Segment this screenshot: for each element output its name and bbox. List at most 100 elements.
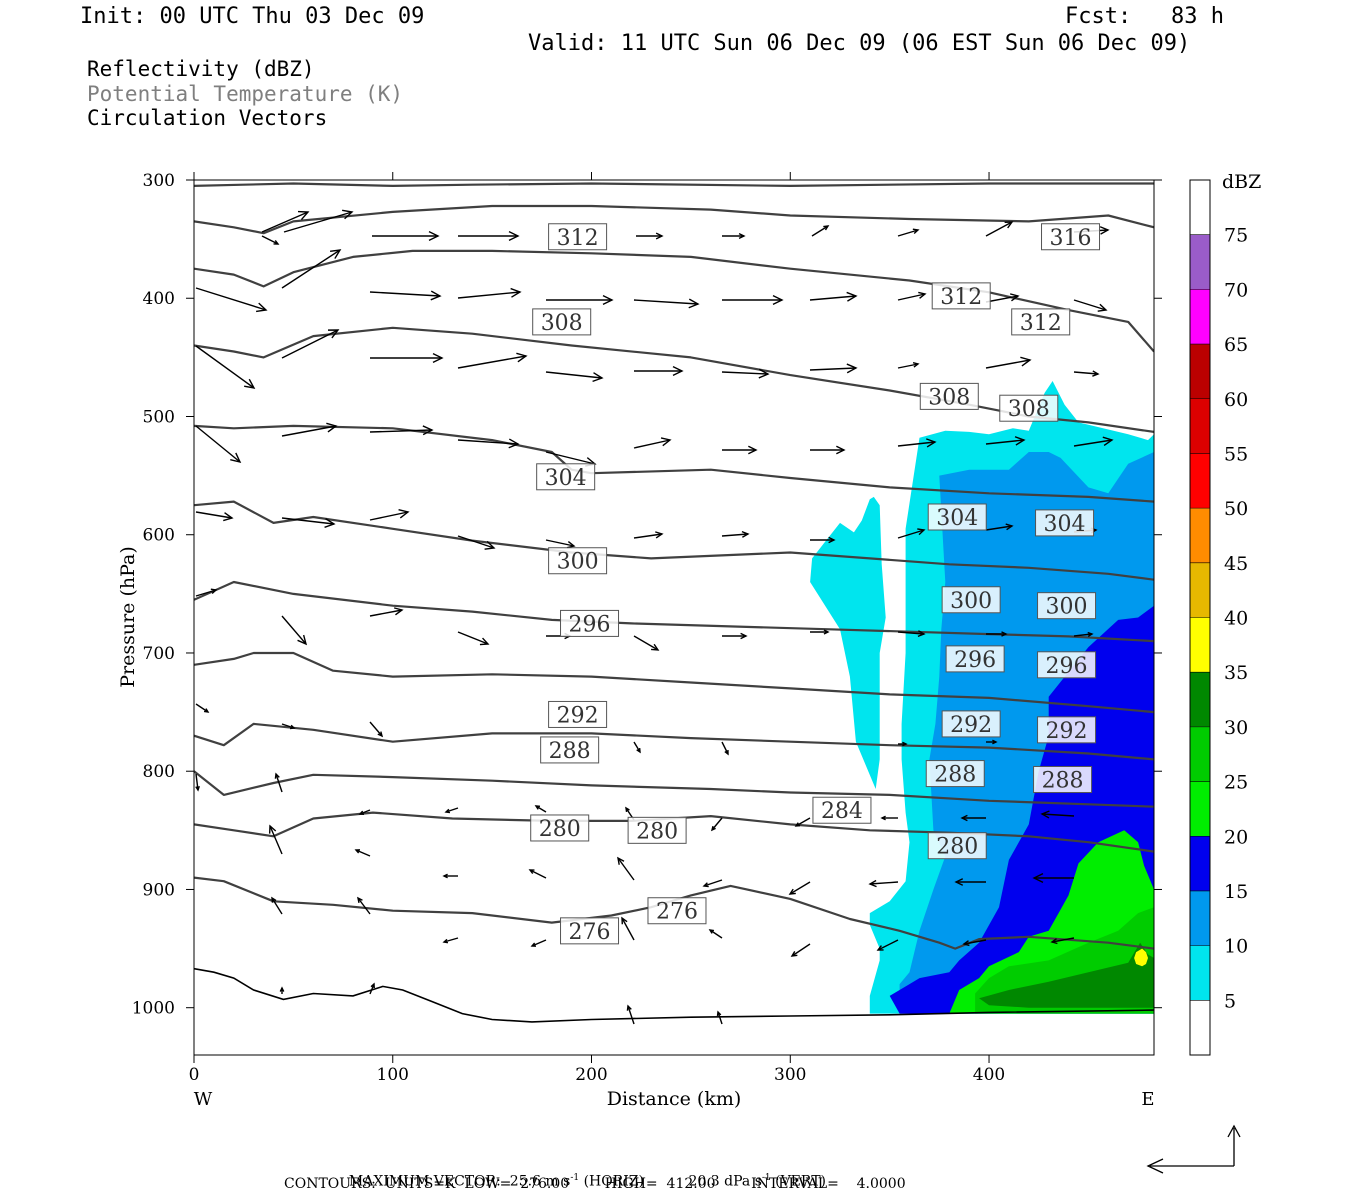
contour-label-box: [536, 463, 596, 491]
dbz-5-region: [810, 496, 886, 789]
circulation-vector: [195, 589, 217, 597]
colorbar-swatch: [1190, 617, 1210, 673]
contour-label-296: 296: [954, 648, 996, 673]
vector-arrowhead: [1014, 436, 1026, 446]
vector-arrowhead: [484, 540, 496, 550]
circulation-vector: [809, 295, 857, 301]
contour-label-288: 288: [1042, 768, 1084, 793]
vector-arrowhead: [1009, 293, 1020, 302]
contour-label-box: [941, 710, 1001, 738]
colorbar-swatch: [1190, 562, 1210, 618]
vector-arrowhead: [1040, 810, 1050, 819]
vector-arrowhead: [1087, 631, 1094, 638]
circulation-vector: [811, 225, 829, 237]
horiz-label: (HORIZ): [583, 1173, 644, 1190]
circulation-vector: [789, 881, 811, 895]
circulation-vector: [897, 441, 936, 447]
vector-arrowhead: [626, 1004, 632, 1011]
vector-arrowhead: [917, 528, 926, 536]
y-tick-label: 300: [143, 171, 175, 191]
y-tick-label: 600: [143, 526, 175, 546]
contour-label-box: [941, 586, 1001, 614]
vector-arrowhead: [617, 856, 625, 865]
vector-arrowhead: [324, 518, 336, 528]
y-tick-label: 500: [143, 407, 175, 427]
vector-arrowhead: [655, 531, 664, 539]
contour-label-296: 296: [1046, 654, 1088, 679]
colorbar-swatch: [1190, 344, 1210, 399]
circulation-vector: [195, 287, 267, 311]
circulation-vector: [369, 983, 375, 995]
vector-arrowhead: [962, 940, 970, 947]
contour-label-box: [925, 760, 985, 788]
vector-arrowhead: [479, 637, 490, 646]
circulation-vectors: [195, 209, 1114, 1025]
contour-label-312: 312: [557, 226, 599, 251]
circulation-vector: [1051, 937, 1075, 943]
vector-arrowhead: [273, 240, 280, 245]
vector-arrowhead: [836, 445, 846, 455]
contour-label-box: [999, 394, 1059, 422]
vector-arrowhead: [1099, 226, 1110, 235]
circulation-vector: [1073, 371, 1099, 375]
vector-arrowhead: [823, 629, 830, 635]
colorbar-swatch: [1190, 890, 1210, 946]
circulation-vector: [869, 881, 899, 885]
circulation-vector: [877, 939, 899, 951]
vector-arrowhead: [917, 630, 926, 638]
vector-arrowhead: [268, 824, 277, 834]
vector-arrowhead: [289, 724, 296, 730]
vector-arrowhead: [297, 634, 308, 646]
circulation-vector: [1073, 439, 1113, 447]
contour-label-280: 280: [936, 835, 978, 860]
colorbar-swatch: [1190, 234, 1210, 290]
circulation-vector: [633, 439, 671, 449]
contour-label-box: [532, 308, 592, 336]
contour-label-292: 292: [557, 703, 599, 728]
contour-label-box: [1037, 716, 1097, 744]
circulation-vector: [369, 291, 441, 297]
colorbar-label: 40: [1224, 608, 1248, 630]
contour-label-box: [1033, 765, 1093, 793]
circulation-vector: [717, 1011, 723, 1025]
vector-arrowhead: [625, 806, 630, 813]
x-tick-label: 100: [377, 1065, 409, 1085]
vector-arrowhead: [710, 825, 716, 832]
vector-arrowhead: [1097, 303, 1108, 312]
circulation-vector: [809, 367, 857, 371]
vector-arrowhead: [354, 849, 361, 854]
theta-contour-312: [194, 249, 1154, 353]
colorbar-swatch: [1190, 836, 1210, 891]
circulation-vector: [1073, 299, 1107, 311]
colorbar-label: 65: [1224, 334, 1248, 356]
vector-arrowhead: [444, 808, 451, 814]
colorbar-swatch: [1190, 289, 1210, 345]
max-vector-h: 25.6 m s: [509, 1173, 571, 1190]
circulation-vector: [369, 511, 409, 521]
vector-arrowhead: [918, 291, 927, 299]
circulation-vector: [897, 363, 919, 369]
vector-arrowhead: [1102, 436, 1114, 447]
contour-labels: 312 316 312 312 308 308 308 304 304 304 300 300 300 2…: [530, 223, 1101, 945]
x-tick-label: 200: [575, 1065, 607, 1085]
axis-ticks: 300 400 500 600 700 800 900 1000 0 100 200 300 400: [132, 171, 1162, 1085]
vector-arrowhead: [422, 425, 434, 436]
vector-arrowhead: [271, 896, 277, 903]
colorbar-label: 15: [1224, 881, 1248, 903]
dbz-35-region: [1134, 948, 1148, 967]
circulation-vector: [897, 293, 926, 301]
vector-arrowhead: [223, 512, 234, 522]
colorbar-swatch: [1190, 180, 1210, 235]
contour-label-box: [548, 223, 608, 251]
circulation-vector: [709, 929, 723, 939]
dbz-30-region: [979, 942, 1154, 1008]
contour-label-304: 304: [1044, 512, 1086, 537]
field-theta: Potential Temperature (K): [87, 82, 404, 106]
colorbar-swatch: [1190, 1000, 1210, 1055]
vector-arrowhead: [621, 916, 628, 925]
terrain-line: [194, 967, 1154, 1023]
colorbar-swatch: [1190, 945, 1210, 1001]
circulation-vector: [457, 631, 489, 645]
colorbar-label: 25: [1224, 772, 1248, 794]
circulation-vector: [281, 615, 307, 645]
